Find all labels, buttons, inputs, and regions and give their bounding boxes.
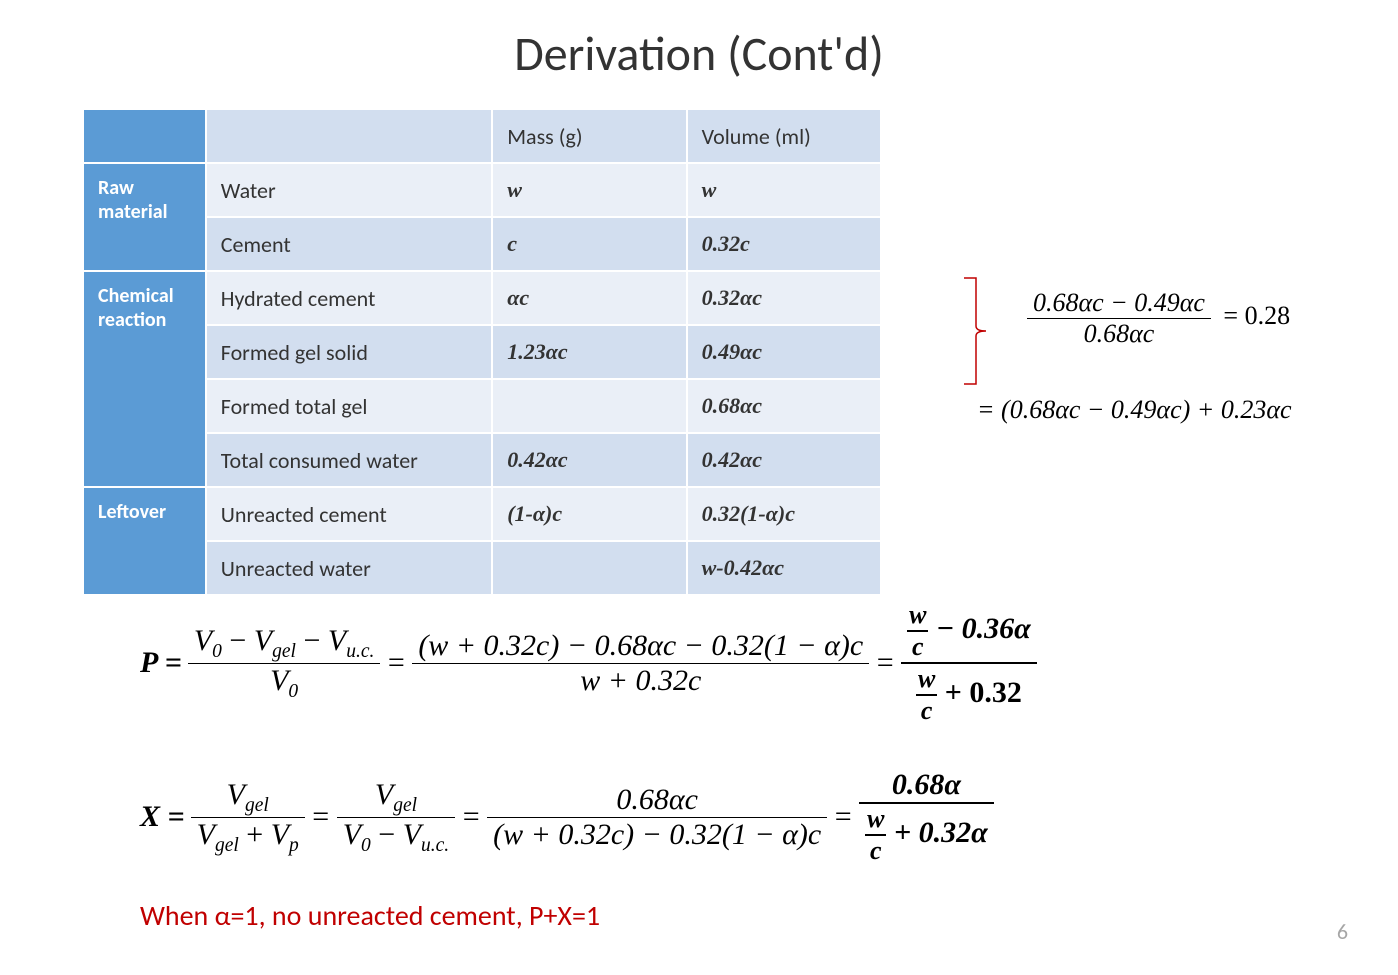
table-row: Chemical reaction Hydrated cement αc 0.3… — [83, 271, 881, 325]
cell-vol: 0.68αc — [687, 379, 881, 433]
derivation-table: Mass (g) Volume (ml) Raw material Water … — [82, 108, 882, 596]
p-f1-num: V0 − Vgel − Vu.c. — [188, 624, 381, 664]
content-area: Mass (g) Volume (ml) Raw material Water … — [82, 108, 1332, 596]
cell-vol: 0.42αc — [687, 433, 881, 487]
side-frac-den: 0.68αc — [1027, 319, 1211, 349]
table-header-row: Mass (g) Volume (ml) — [83, 109, 881, 163]
p-f3-num: wc − 0.36α — [901, 600, 1037, 664]
x-f3-den: (w + 0.32c) − 0.32(1 − α)c — [487, 818, 827, 852]
cell-mass: w — [492, 163, 686, 217]
p-f3-den: wc + 0.32 — [901, 664, 1037, 726]
cell-desc: Unreacted water — [206, 541, 492, 595]
x-f2-num: Vgel — [337, 778, 455, 818]
cell-vol: 0.32(1-α)c — [687, 487, 881, 541]
cell-mass: αc — [492, 271, 686, 325]
page-number: 6 — [1337, 918, 1348, 945]
cell-mass — [492, 541, 686, 595]
cell-vol: 0.32αc — [687, 271, 881, 325]
cell-desc: Total consumed water — [206, 433, 492, 487]
x-f1-num: Vgel — [191, 778, 305, 818]
page-title: Derivation (Cont'd) — [0, 0, 1398, 83]
equation-p: P = V0 − Vgel − Vu.c. V0 = (w + 0.32c) −… — [140, 600, 1037, 726]
cell-desc: Formed total gel — [206, 379, 492, 433]
cell-desc: Water — [206, 163, 492, 217]
cell-mass: c — [492, 217, 686, 271]
cell-vol: 0.49αc — [687, 325, 881, 379]
x-f4-num: 0.68α — [859, 768, 994, 804]
eq-lhs: X = — [140, 800, 185, 834]
cell-mass: (1-α)c — [492, 487, 686, 541]
cell-vol: w — [687, 163, 881, 217]
p-f1-den: V0 — [188, 664, 381, 703]
p-f2-num: (w + 0.32c) − 0.68αc − 0.32(1 − α)c — [412, 629, 869, 664]
side-equations: 0.68αc − 0.49αc 0.68αc = 0.28 = (0.68αc … — [977, 278, 1292, 435]
side-eq1: 0.68αc − 0.49αc 0.68αc = 0.28 — [1027, 288, 1292, 349]
table-row: Leftover Unreacted cement (1-α)c 0.32(1-… — [83, 487, 881, 541]
slide: Derivation (Cont'd) Mass (g) Volume (ml)… — [0, 0, 1398, 975]
x-f1-den: Vgel + Vp — [191, 818, 305, 857]
group-label: Leftover — [83, 487, 206, 595]
cell-mass — [492, 379, 686, 433]
header-blank — [83, 109, 206, 163]
cell-desc: Hydrated cement — [206, 271, 492, 325]
group-label: Chemical reaction — [83, 271, 206, 487]
cell-mass: 1.23αc — [492, 325, 686, 379]
eq-lhs: P = — [140, 646, 182, 680]
cell-desc: Formed gel solid — [206, 325, 492, 379]
x-f3-num: 0.68αc — [487, 783, 827, 818]
header-blank2 — [206, 109, 492, 163]
cell-desc: Cement — [206, 217, 492, 271]
cell-mass: 0.42αc — [492, 433, 686, 487]
side-eq2: = (0.68αc − 0.49αc) + 0.23αc — [977, 395, 1292, 425]
header-volume: Volume (ml) — [687, 109, 881, 163]
table-row: Raw material Water w w — [83, 163, 881, 217]
cell-desc: Unreacted cement — [206, 487, 492, 541]
p-f2-den: w + 0.32c — [412, 664, 869, 698]
side-frac-rhs: = 0.28 — [1223, 301, 1290, 330]
x-f2-den: V0 − Vu.c. — [337, 818, 455, 857]
cell-vol: w-0.42αc — [687, 541, 881, 595]
side-frac-num: 0.68αc − 0.49αc — [1027, 288, 1211, 319]
header-mass: Mass (g) — [492, 109, 686, 163]
cell-vol: 0.32c — [687, 217, 881, 271]
footnote-text: When α=1, no unreacted cement, P+X=1 — [140, 898, 600, 933]
equation-block: P = V0 − Vgel − Vu.c. V0 = (w + 0.32c) −… — [140, 600, 1037, 908]
group-label: Raw material — [83, 163, 206, 271]
x-f4-den: wc + 0.32α — [859, 804, 994, 866]
equation-x: X = Vgel Vgel + Vp = Vgel V0 − Vu.c. = 0… — [140, 768, 1037, 866]
